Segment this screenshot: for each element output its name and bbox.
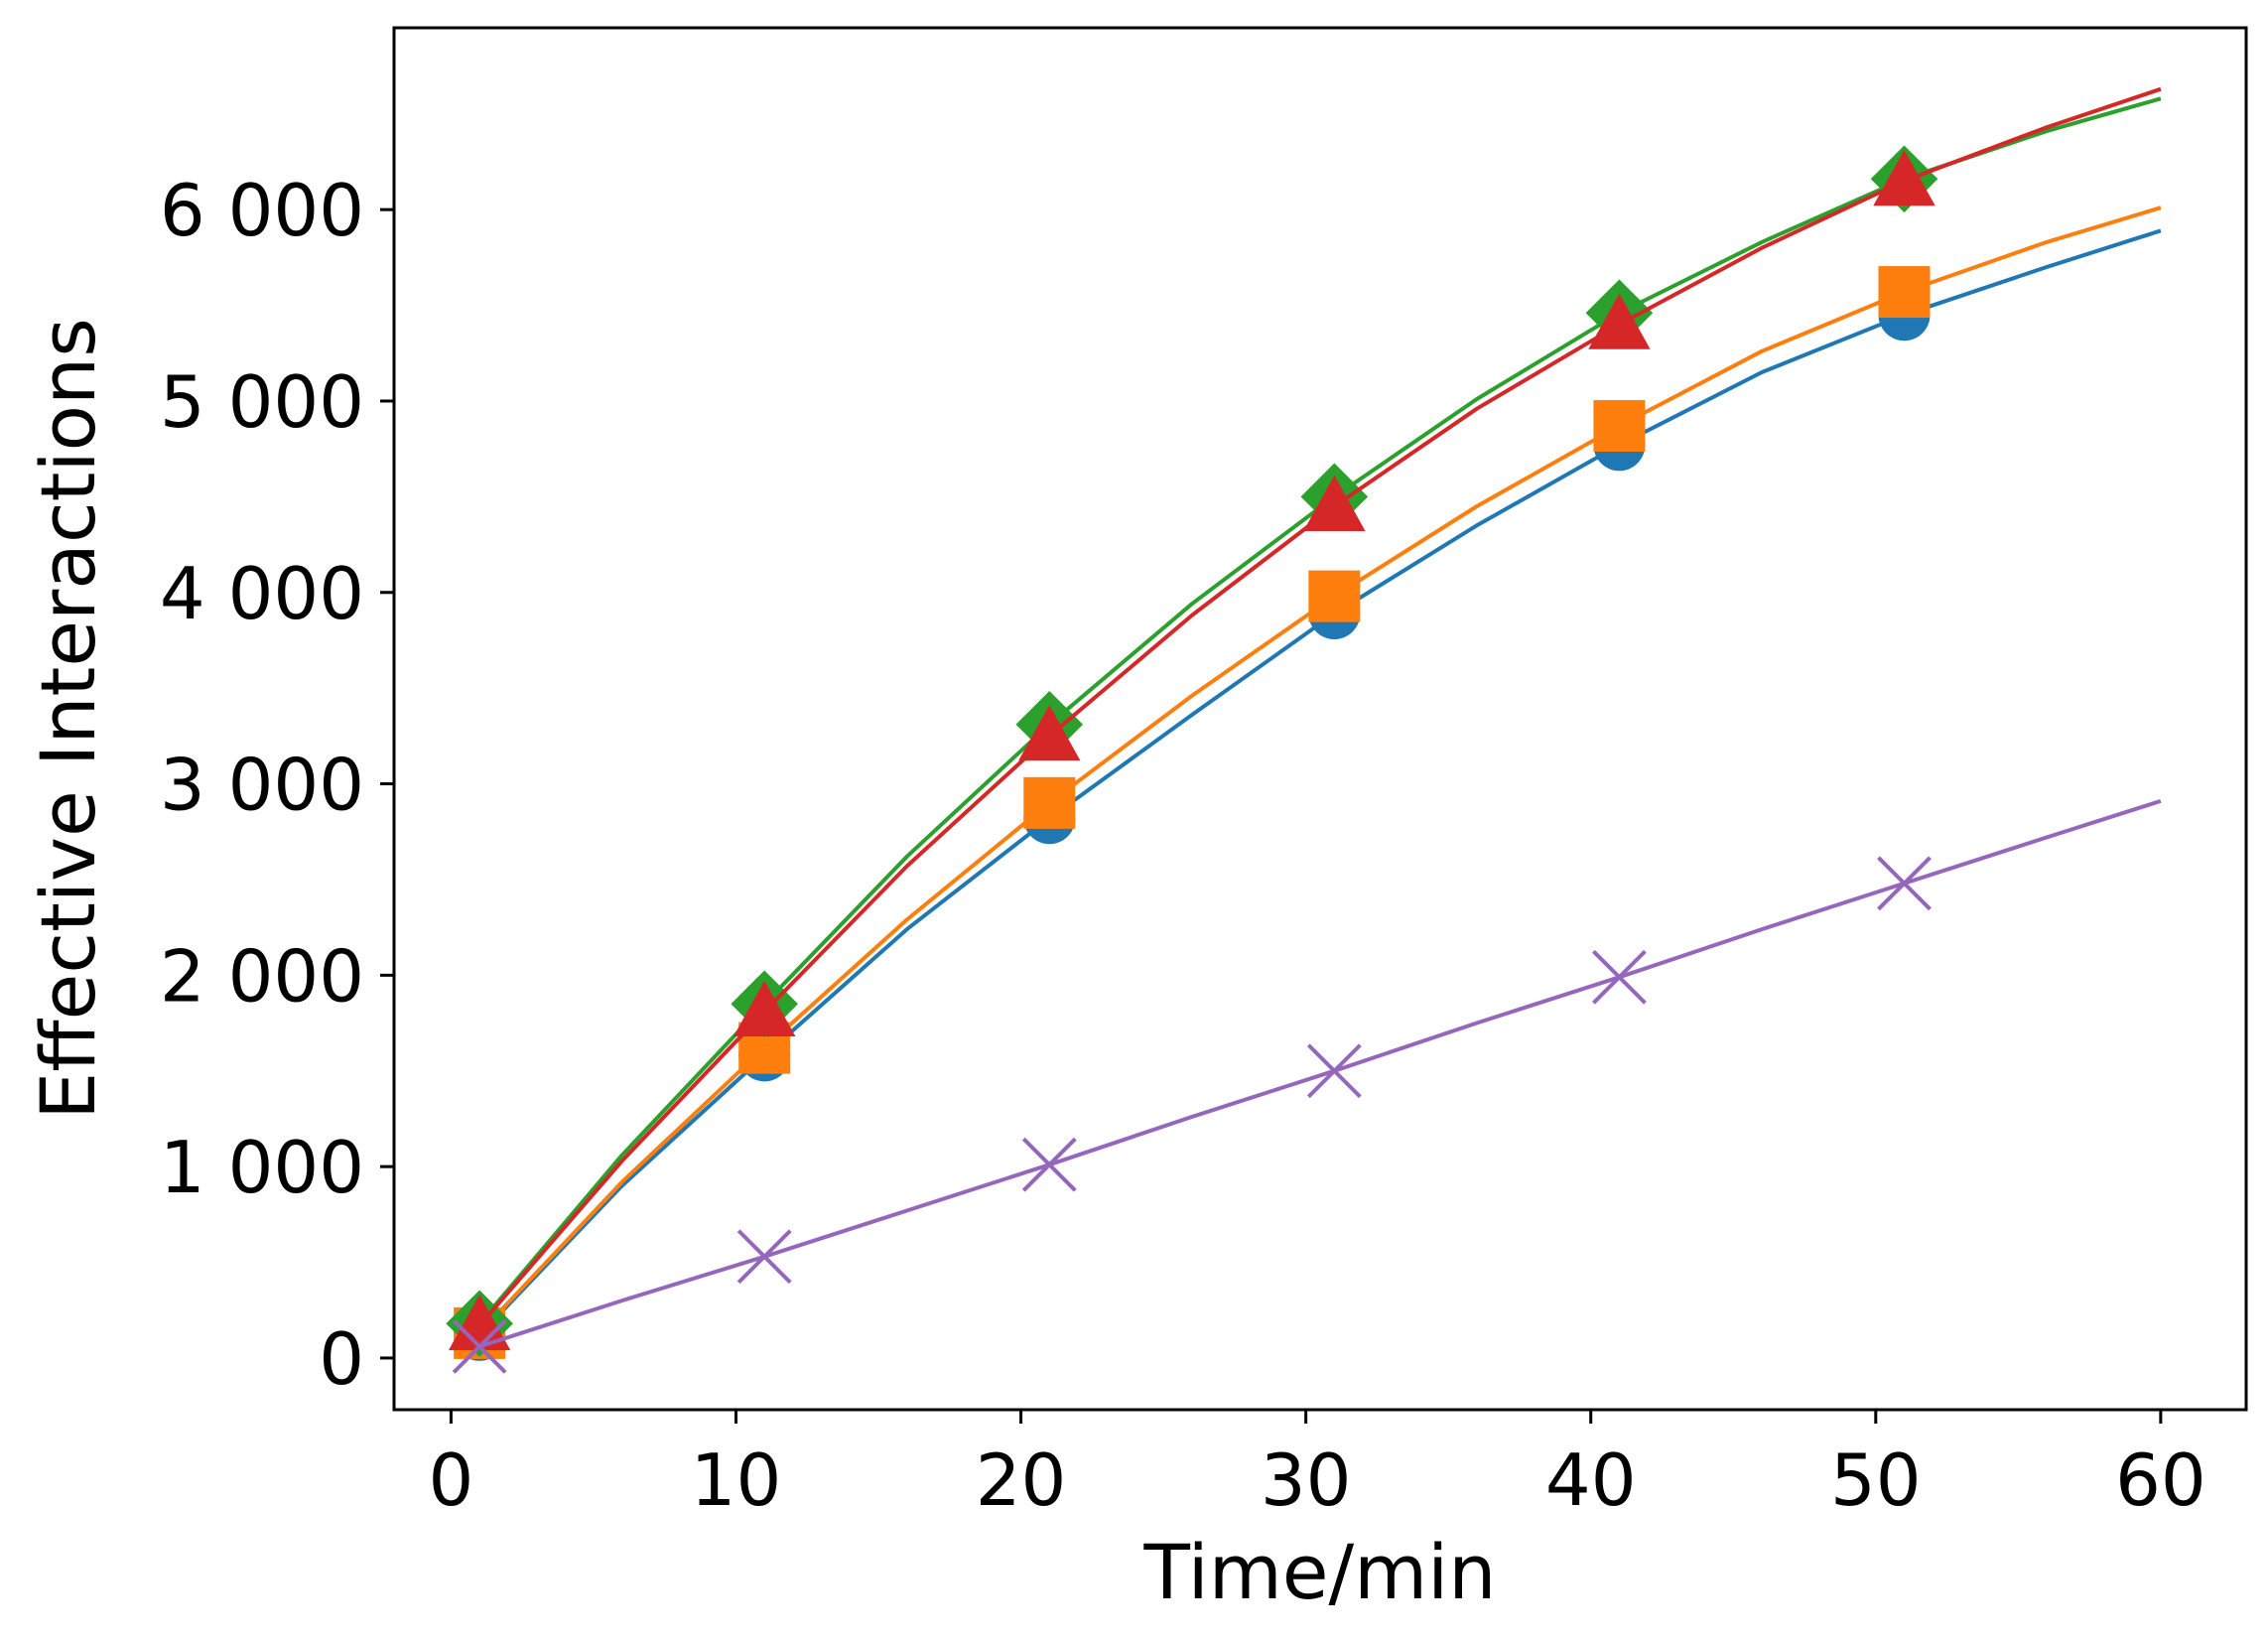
series-line-purple-x (478, 798, 2162, 1349)
orange-square-marker (1878, 266, 1931, 319)
red-triangle-marker (1303, 475, 1366, 531)
y-tick-label: 0 (319, 1317, 364, 1401)
axes-frame (392, 26, 2248, 1412)
red-triangle-marker (734, 980, 796, 1036)
y-tick-label: 3 000 (160, 744, 364, 827)
plot-area (446, 86, 2162, 1374)
y-tick-label: 5 000 (160, 360, 364, 444)
red-triangle-marker (1018, 705, 1081, 761)
x-tick-label: 40 (1545, 1438, 1637, 1522)
series-purple-x (452, 798, 2162, 1374)
purple-x-marker (452, 1318, 507, 1374)
x-axis: 0 10 20 30 40 50 60 (429, 1410, 2206, 1522)
x-tick-label: 0 (429, 1438, 474, 1522)
y-tick-label: 6 000 (160, 169, 364, 252)
orange-square-marker (1023, 776, 1076, 829)
purple-x-marker (1877, 856, 1932, 911)
x-tick-label: 50 (1830, 1438, 1922, 1522)
y-tick-label: 1 000 (160, 1126, 364, 1209)
x-tick-label: 20 (976, 1438, 1067, 1522)
purple-x-marker (736, 1229, 792, 1285)
series-orange-square (454, 205, 2162, 1359)
orange-square-marker (1308, 570, 1361, 622)
x-axis-title: Time/min (1143, 1528, 1497, 1616)
x-tick-label: 10 (691, 1438, 782, 1522)
purple-x-marker (1306, 1043, 1362, 1099)
red-triangle-marker (1588, 293, 1651, 349)
series-line-orange-square (477, 205, 2162, 1335)
y-axis-title: Effective Interactions (24, 318, 112, 1120)
y-axis: 0 1 000 2 000 3 000 4 000 5 000 6 000 (160, 169, 394, 1401)
series-line-blue-circle (477, 228, 2162, 1337)
red-triangle-marker (448, 1294, 511, 1351)
x-tick-label: 30 (1261, 1438, 1352, 1522)
y-tick-label: 2 000 (160, 934, 364, 1018)
x-tick-label: 60 (2115, 1438, 2206, 1522)
y-tick-label: 4 000 (160, 552, 364, 635)
orange-square-marker (1593, 400, 1646, 453)
red-triangle-marker (1873, 150, 1935, 206)
series-blue-circle (454, 228, 2162, 1361)
purple-x-marker (1021, 1137, 1077, 1192)
purple-x-marker (1592, 949, 1647, 1005)
series-red-triangle (448, 86, 2162, 1351)
